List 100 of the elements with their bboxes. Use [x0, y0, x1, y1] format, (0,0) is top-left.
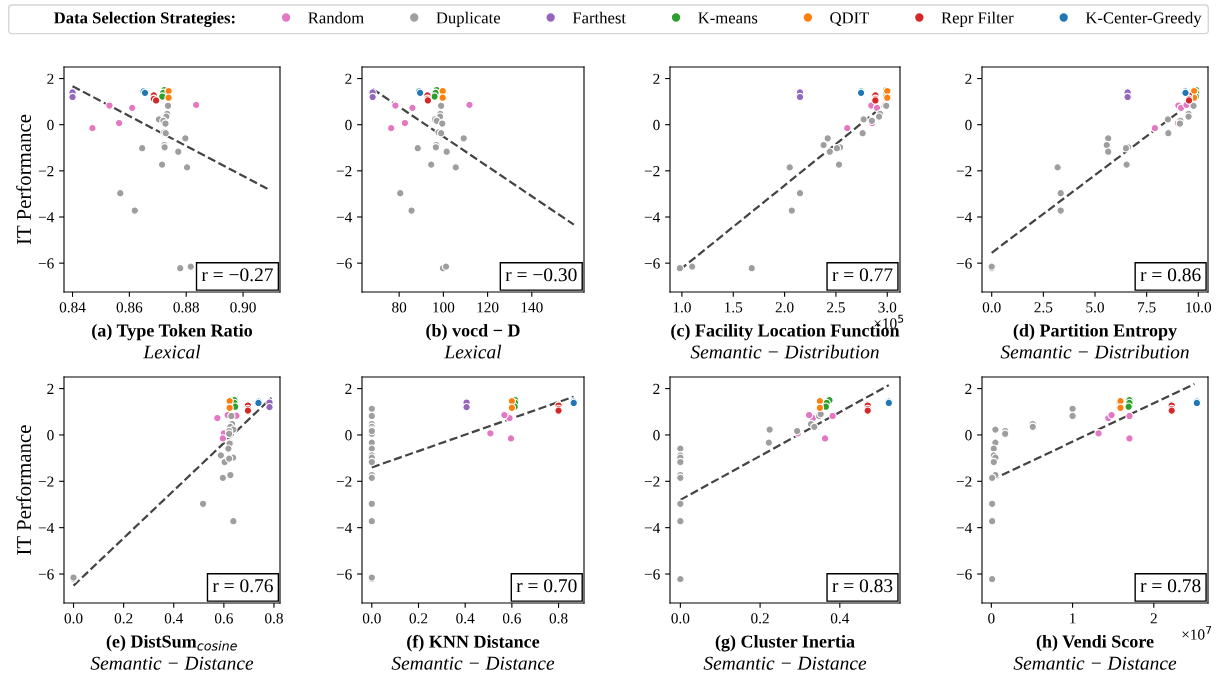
x-tick-label: 1.0: [673, 302, 691, 313]
x-tick-label: 2.5: [827, 302, 845, 313]
x-tick-label: 0.0: [671, 613, 690, 624]
y-tick-label: −4: [38, 212, 55, 223]
x-tick-label: 100: [433, 302, 455, 313]
y-tick-label: −4: [644, 522, 661, 533]
annotation: r = 0.78: [1140, 579, 1201, 593]
x-tick-label: 0.8: [265, 613, 283, 624]
y-tick-label: 2: [345, 383, 352, 394]
annotation: r = 0.86: [1140, 268, 1201, 282]
y-tick-label: 0: [47, 119, 54, 131]
annotation: r = 0.70: [516, 579, 577, 593]
y-tick-label: −2: [956, 476, 972, 487]
legend-title: Data Selection Strategies:: [54, 11, 235, 28]
annotation: r = 0.76: [212, 579, 273, 593]
x-tick-label: 2.5: [1034, 302, 1053, 313]
x-tick-label: 0.2: [751, 613, 769, 624]
x-tick-label: 0.6: [502, 613, 521, 624]
x-tick-label: 0.4: [830, 613, 850, 624]
y-tick-label: −6: [38, 258, 54, 269]
y-tick-label: −2: [956, 166, 972, 177]
legend-label: K-means: [698, 12, 758, 24]
y-tick-label: 0: [965, 119, 972, 131]
y-tick-label: −4: [336, 522, 353, 533]
x-tick-label: 0.84: [59, 302, 86, 313]
y-tick-label: −6: [956, 258, 972, 269]
y-tick-label: −2: [644, 166, 660, 177]
x-axis-title: (b) vocd − D: [426, 323, 520, 341]
x-tick-label: 2.0: [775, 302, 794, 313]
x-tick-label: 5.0: [1086, 302, 1104, 313]
legend-label: Farthest: [572, 11, 626, 24]
x-tick-label: 0.88: [173, 302, 199, 313]
y-tick-label: −4: [644, 212, 661, 223]
text: Semantic − Distribution: [690, 344, 879, 359]
x-axis-title: (h) Vendi Score: [1036, 634, 1154, 652]
text: Lexical: [143, 344, 201, 359]
annotation: r = 0.77: [832, 268, 893, 282]
y-tick-label: 2: [653, 383, 660, 394]
text: Semantic − Distance: [1013, 656, 1177, 670]
legend-label: Duplicate: [436, 11, 501, 27]
y-tick-label: 0: [653, 119, 660, 131]
x-tick-label: 0.8: [549, 613, 568, 624]
text: Lexical: [444, 344, 502, 359]
text: Semantic − Distance: [90, 656, 254, 670]
x-tick-label: 0.6: [214, 613, 233, 624]
x-tick-label: 140: [521, 302, 543, 313]
y-tick-label: 0: [47, 430, 54, 441]
annotation: r = −0.30: [505, 268, 577, 282]
text: Semantic − Distribution: [1000, 344, 1189, 359]
y-axis-title: IT Performance: [16, 114, 32, 245]
y-tick-label: 2: [965, 383, 972, 394]
x-tick-label: 10.0: [1186, 302, 1212, 313]
x-tick-label: 0.2: [409, 613, 428, 624]
y-tick-label: 2: [653, 73, 660, 84]
x-axis-title: (e) DistSum$_{cosine}$: [106, 634, 237, 652]
y-tick-label: −6: [38, 569, 54, 580]
x-tick-label: 120: [477, 302, 499, 313]
y-tick-label: 2: [965, 73, 972, 84]
y-tick-label: 0: [345, 430, 352, 441]
y-tick-label: −4: [956, 522, 973, 533]
legend-label: K-Center-Greedy: [1085, 11, 1202, 27]
y-tick-label: −2: [644, 476, 660, 487]
y-tick-label: −2: [336, 476, 352, 487]
legend-label: Repr Filter: [941, 11, 1014, 27]
x-tick-label: 0.4: [456, 613, 475, 624]
y-tick-label: −6: [336, 258, 352, 269]
y-tick-label: −2: [336, 166, 352, 177]
y-tick-label: 2: [47, 73, 54, 84]
legend-label: QDIT: [830, 12, 870, 27]
x-tick-label: 0: [988, 613, 995, 624]
y-tick-label: 0: [965, 430, 972, 441]
x-tick-label: 7.5: [1138, 302, 1156, 313]
x-tick-label: 1: [1070, 613, 1076, 624]
x-tick-label: 0.4: [164, 613, 184, 624]
y-tick-label: −4: [336, 212, 353, 223]
x-tick-label: 3.0: [878, 302, 897, 313]
y-tick-label: 2: [345, 73, 352, 84]
x-tick-label: 2: [1150, 613, 1157, 624]
x-axis-title: (g) Cluster Inertia: [715, 634, 855, 652]
x-tick-label: 0.0: [982, 302, 1001, 313]
y-tick-label: −6: [644, 569, 660, 580]
y-axis-title: IT Performance: [16, 425, 32, 555]
text: ×10$^{7}$: [1182, 625, 1212, 640]
annotation: r = −0.27: [201, 268, 273, 282]
x-tick-label: 0.0: [362, 613, 381, 624]
y-tick-label: 0: [653, 430, 660, 441]
y-tick-label: −2: [38, 476, 54, 487]
y-tick-label: −6: [336, 569, 352, 580]
y-tick-label: 2: [47, 383, 54, 394]
y-tick-label: 0: [345, 119, 352, 131]
x-axis-title: (f) KNN Distance: [407, 634, 540, 652]
x-tick-label: 0.0: [64, 613, 83, 624]
text: Semantic − Distance: [703, 656, 867, 670]
y-tick-label: −6: [956, 569, 972, 580]
y-tick-label: −4: [956, 212, 973, 223]
y-tick-label: −4: [38, 522, 55, 533]
x-axis-title: (a) Type Token Ratio: [92, 323, 253, 341]
text: Semantic − Distance: [391, 656, 555, 670]
annotation: r = 0.83: [832, 579, 893, 593]
y-tick-label: −2: [38, 166, 54, 177]
